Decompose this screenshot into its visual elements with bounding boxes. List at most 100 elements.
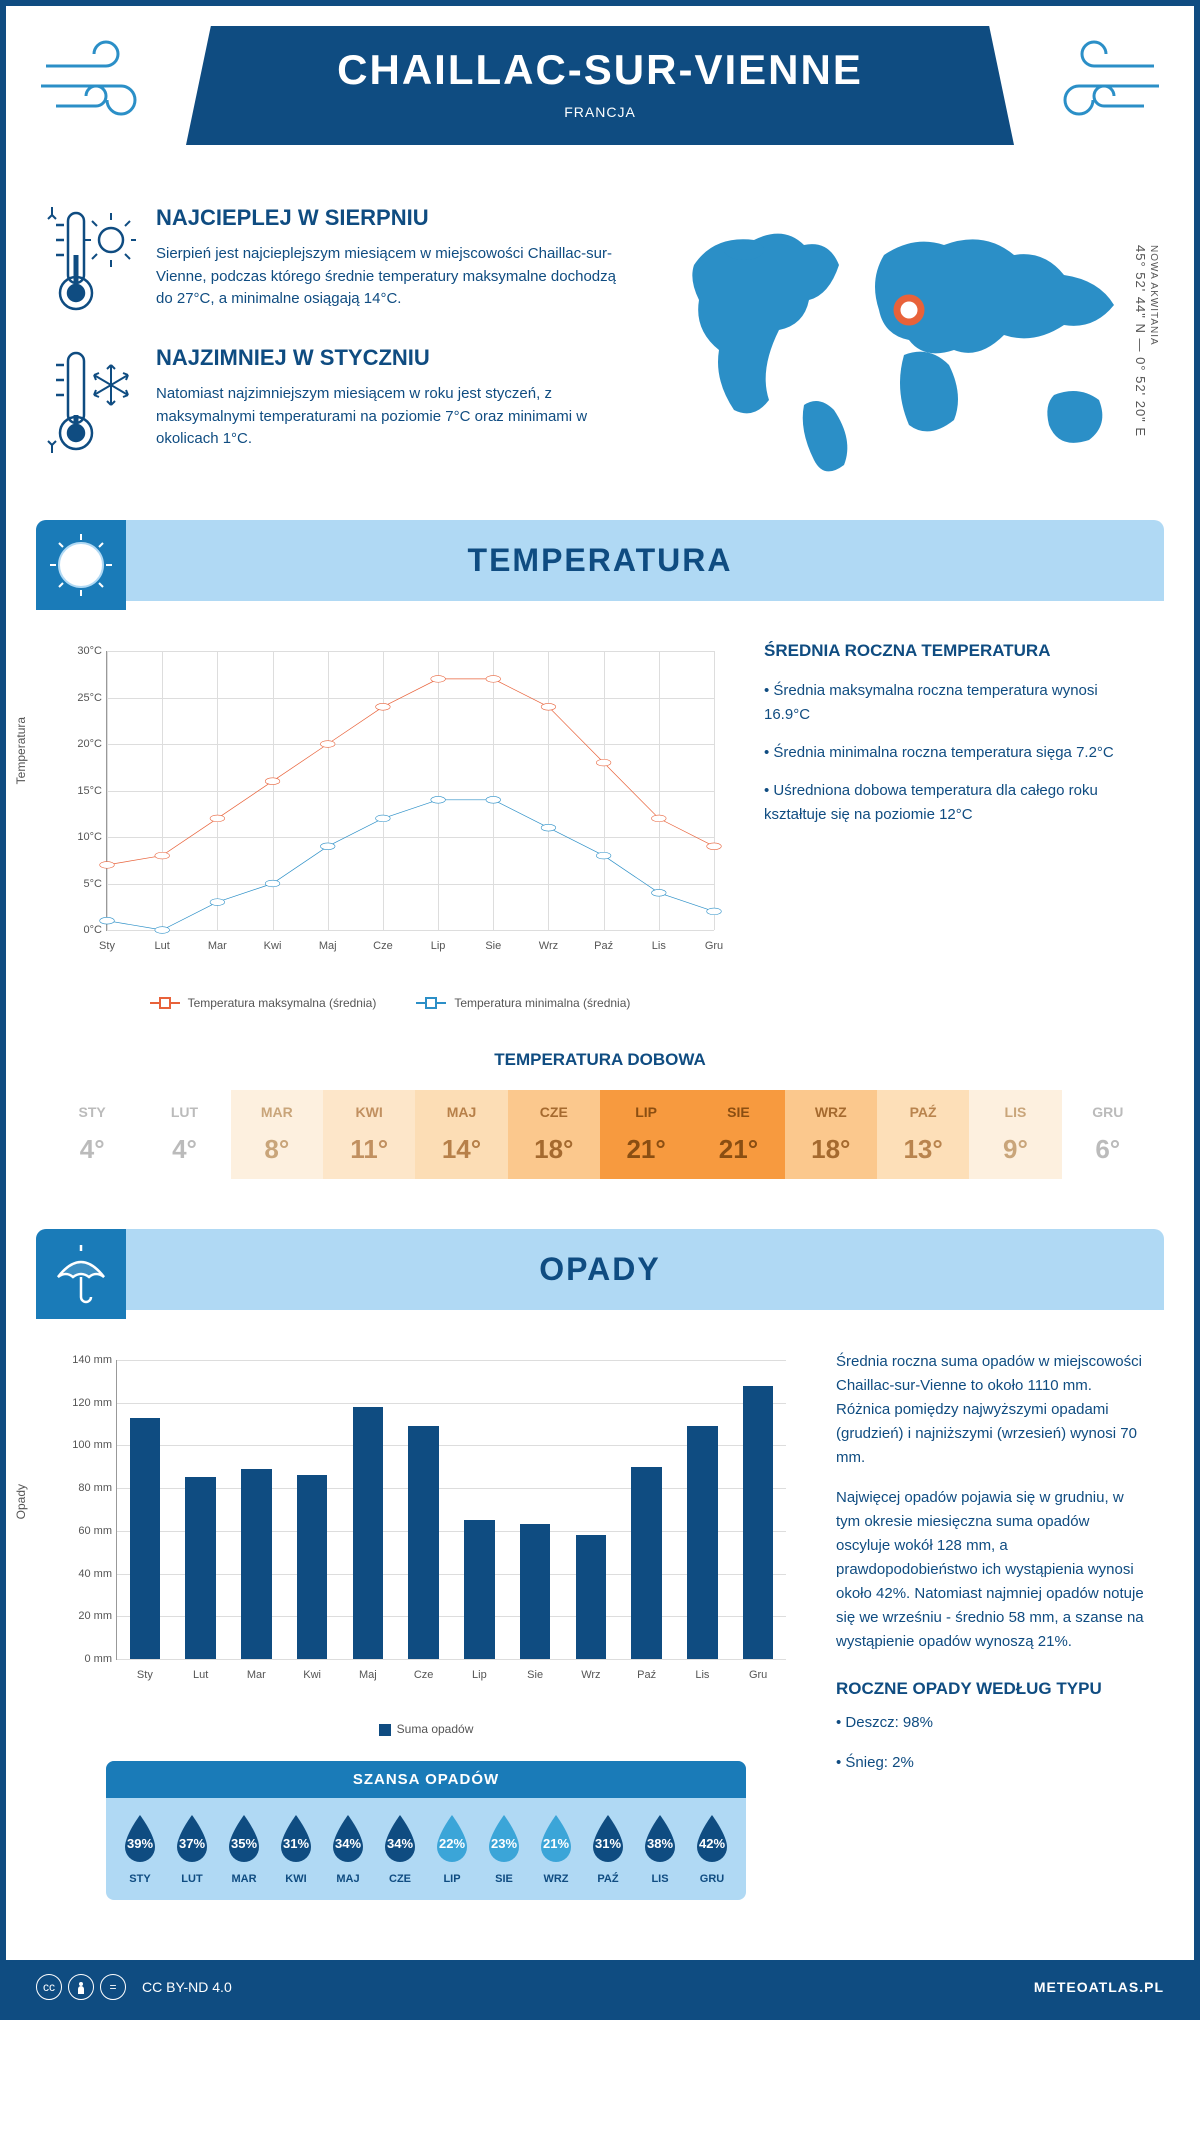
chance-cell: 34%CZE [374, 1813, 426, 1885]
xtick: Kwi [303, 1669, 321, 1681]
xtick: Cze [373, 940, 393, 952]
license-block: cc = CC BY-ND 4.0 [36, 1974, 232, 2000]
ytick: 60 mm [62, 1525, 112, 1537]
chance-cell: 37%LUT [166, 1813, 218, 1885]
precip-body-2: Najwięcej opadów pojawia się w grudniu, … [836, 1486, 1144, 1654]
xtick: Gru [749, 1669, 767, 1681]
warmest-title: NAJCIEPLEJ W SIERPNIU [156, 205, 624, 231]
ytick: 5°C [62, 878, 102, 890]
ytick: 10°C [62, 831, 102, 843]
chance-month: GRU [686, 1873, 738, 1885]
xtick: Lip [431, 940, 446, 952]
xtick: Sty [137, 1669, 153, 1681]
daily-temp-value: 18° [785, 1134, 877, 1165]
daily-temp-month: LIP [600, 1104, 692, 1120]
raindrop-icon: 39% [119, 1813, 161, 1865]
daily-temp-value: 21° [600, 1134, 692, 1165]
chance-cell: 34%MAJ [322, 1813, 374, 1885]
xtick: Sty [99, 940, 115, 952]
chance-month: LIP [426, 1873, 478, 1885]
chance-month: LIS [634, 1873, 686, 1885]
xtick: Lut [193, 1669, 208, 1681]
daily-temp-value: 6° [1062, 1134, 1154, 1165]
precipitation-title: OPADY [539, 1251, 660, 1287]
precip-body-1: Średnia roczna suma opadów w miejscowośc… [836, 1350, 1144, 1470]
xtick: Paź [594, 940, 613, 952]
ytick: 140 mm [62, 1354, 112, 1366]
daily-temp-value: 14° [415, 1134, 507, 1165]
daily-temp-cell: CZE18° [508, 1090, 600, 1179]
chance-cell: 21%WRZ [530, 1813, 582, 1885]
chance-month: WRZ [530, 1873, 582, 1885]
raindrop-icon: 37% [171, 1813, 213, 1865]
daily-temp-value: 9° [969, 1134, 1061, 1165]
raindrop-icon: 22% [431, 1813, 473, 1865]
xtick: Lut [155, 940, 170, 952]
daily-temp-cell: MAR8° [231, 1090, 323, 1179]
ytick: 15°C [62, 785, 102, 797]
chance-title: SZANSA OPADÓW [106, 1761, 746, 1798]
temperature-line-chart: Temperatura 0°C5°C10°C15°C20°C25°C30°CSt… [56, 641, 724, 1010]
ytick: 0 mm [62, 1653, 112, 1665]
legend-max: Temperatura maksymalna (średnia) [150, 996, 377, 1010]
chance-month: MAJ [322, 1873, 374, 1885]
ytick: 25°C [62, 692, 102, 704]
precip-bar [464, 1520, 495, 1659]
daily-temp-cell: LUT4° [138, 1090, 230, 1179]
daily-temp-month: SIE [692, 1104, 784, 1120]
xtick: Lis [652, 940, 666, 952]
raindrop-icon: 31% [587, 1813, 629, 1865]
daily-temp-cell: STY4° [46, 1090, 138, 1179]
chance-month: CZE [374, 1873, 426, 1885]
precip-type-item: • Deszcz: 98% [836, 1711, 1144, 1735]
daily-temp-cell: MAJ 14° [415, 1090, 507, 1179]
daily-temp-month: LUT [138, 1104, 230, 1120]
sun-icon [36, 520, 126, 610]
annual-temp-bullet: • Średnia minimalna roczna temperatura s… [764, 741, 1144, 765]
precipitation-section-header: OPADY [36, 1229, 1164, 1310]
daily-temp-month: MAJ [415, 1104, 507, 1120]
raindrop-icon: 23% [483, 1813, 525, 1865]
daily-temp-month: GRU [1062, 1104, 1154, 1120]
daily-temp-cell: LIS9° [969, 1090, 1061, 1179]
region-label: NOWA AKWITANIA [1148, 245, 1159, 427]
umbrella-icon [36, 1229, 126, 1319]
chance-month: STY [114, 1873, 166, 1885]
precip-bar [631, 1467, 662, 1659]
daily-temp-month: KWI [323, 1104, 415, 1120]
ytick: 30°C [62, 645, 102, 657]
precip-bar [353, 1407, 384, 1659]
daily-temp-month: STY [46, 1104, 138, 1120]
daily-temp-month: PAŹ [877, 1104, 969, 1120]
precip-bar [185, 1477, 216, 1659]
temperature-annual-text: ŚREDNIA ROCZNA TEMPERATURA • Średnia mak… [764, 641, 1144, 1010]
precip-bar [130, 1418, 161, 1659]
daily-temp-cell: GRU 6° [1062, 1090, 1154, 1179]
world-map-icon [654, 205, 1154, 485]
wind-icon [36, 36, 166, 126]
chance-month: KWI [270, 1873, 322, 1885]
daily-temp-value: 8° [231, 1134, 323, 1165]
chance-month: MAR [218, 1873, 270, 1885]
xtick: Wrz [539, 940, 558, 952]
xtick: Mar [247, 1669, 266, 1681]
temperature-title: TEMPERATURA [468, 542, 733, 578]
chance-cell: 22% LIP [426, 1813, 478, 1885]
title-bar: CHAILLAC-SUR-VIENNE FRANCJA [186, 26, 1014, 145]
precip-bar [687, 1426, 718, 1659]
daily-temp-cell: WRZ18° [785, 1090, 877, 1179]
precip-bar [408, 1426, 439, 1659]
chance-cell: 38%LIS [634, 1813, 686, 1885]
daily-temp-cell: LIP 21° [600, 1090, 692, 1179]
precip-bar [241, 1469, 272, 1659]
chance-cell: 31%PAŹ [582, 1813, 634, 1885]
xtick: Maj [319, 940, 337, 952]
coldest-text: NAJZIMNIEJ W STYCZNIU Natomiast najzimni… [156, 345, 624, 455]
header: CHAILLAC-SUR-VIENNE FRANCJA [6, 6, 1194, 175]
xtick: Kwi [264, 940, 282, 952]
ytick: 0°C [62, 924, 102, 936]
daily-temp-value: 21° [692, 1134, 784, 1165]
precip-type-item: • Śnieg: 2% [836, 1751, 1144, 1775]
daily-temp-value: 11° [323, 1134, 415, 1165]
daily-temp-value: 13° [877, 1134, 969, 1165]
